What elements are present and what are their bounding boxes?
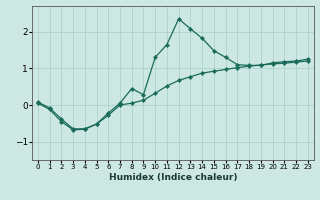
X-axis label: Humidex (Indice chaleur): Humidex (Indice chaleur): [108, 173, 237, 182]
